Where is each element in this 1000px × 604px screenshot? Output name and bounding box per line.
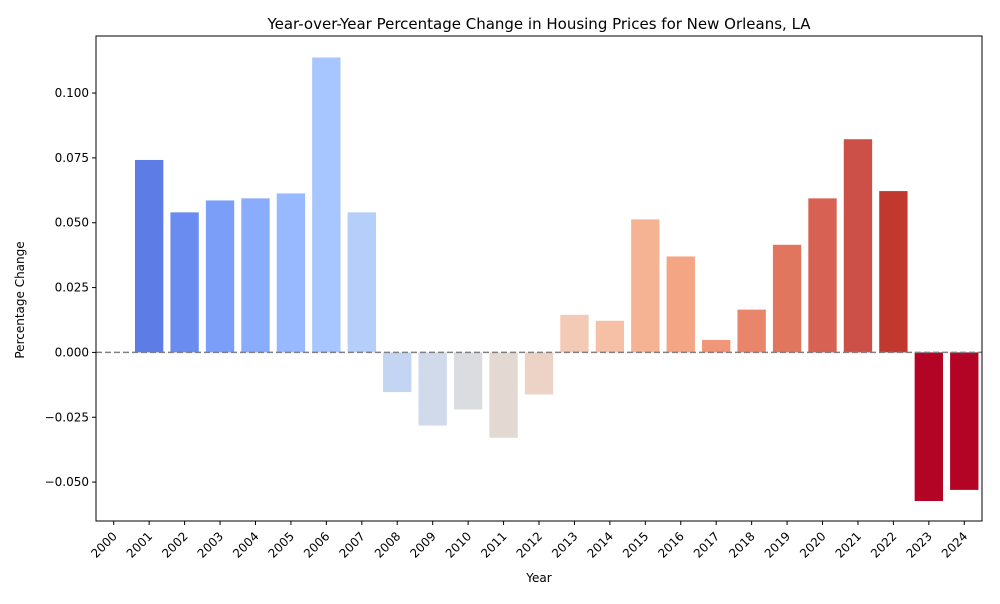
bar-2020 bbox=[808, 198, 837, 353]
bar-2007 bbox=[347, 212, 376, 353]
x-tick-label: 2014 bbox=[585, 529, 616, 560]
x-tick-label: 2012 bbox=[514, 529, 545, 560]
x-tick-label: 2019 bbox=[762, 529, 793, 560]
bar-2024 bbox=[950, 352, 979, 490]
bar-2017 bbox=[702, 339, 731, 353]
bar-2018 bbox=[737, 309, 766, 353]
y-tick-label: 0.100 bbox=[55, 86, 89, 100]
bar-2009 bbox=[418, 352, 447, 426]
bar-2010 bbox=[453, 352, 483, 410]
y-tick-label: 0.050 bbox=[55, 216, 89, 230]
x-tick-label: 2006 bbox=[301, 529, 332, 560]
y-tick-label: −0.025 bbox=[45, 410, 89, 424]
x-tick-label: 2002 bbox=[159, 529, 190, 560]
x-tick-label: 2010 bbox=[443, 529, 474, 560]
x-tick-label: 2015 bbox=[620, 529, 651, 560]
bar-2016 bbox=[666, 256, 695, 353]
x-tick-label: 2001 bbox=[124, 529, 155, 560]
x-tick-label: 2017 bbox=[691, 529, 722, 560]
bar-2006 bbox=[312, 57, 341, 353]
x-tick-label: 2018 bbox=[726, 529, 757, 560]
bar-2012 bbox=[524, 352, 554, 395]
x-tick-label: 2004 bbox=[230, 529, 261, 560]
x-tick-label: 2023 bbox=[903, 529, 934, 560]
x-tick-label: 2022 bbox=[868, 529, 899, 560]
bar-2003 bbox=[205, 200, 235, 353]
bar-2023 bbox=[914, 352, 944, 502]
x-tick-label: 2016 bbox=[655, 529, 686, 560]
bar-2019 bbox=[772, 244, 802, 353]
y-tick-label: 0.075 bbox=[55, 151, 89, 165]
x-tick-label: 2021 bbox=[833, 529, 864, 560]
x-axis-label: Year bbox=[525, 571, 551, 585]
bars-group bbox=[134, 57, 979, 502]
x-tick-label: 2024 bbox=[939, 529, 970, 560]
y-axis: −0.050 −0.025 0.000 0.025 0.050 0.075 0.100 bbox=[45, 86, 96, 489]
bar-2002 bbox=[170, 212, 199, 353]
bar-2001 bbox=[134, 159, 164, 353]
bar-2004 bbox=[241, 198, 270, 353]
y-tick-label: 0.025 bbox=[55, 281, 89, 295]
y-axis-label: Percentage Change bbox=[13, 241, 27, 358]
x-axis: 2000 2001 2002 2003 2004 2005 2006 2007 2008 2009… bbox=[88, 521, 970, 561]
x-tick-label: 2007 bbox=[336, 529, 367, 560]
x-tick-label: 2000 bbox=[88, 529, 119, 560]
bar-2022 bbox=[879, 191, 908, 353]
bar-2021 bbox=[843, 139, 873, 353]
y-tick-label: −0.050 bbox=[45, 475, 89, 489]
x-tick-label: 2003 bbox=[195, 529, 226, 560]
chart-title: Year-over-Year Percentage Change in Hous… bbox=[266, 15, 811, 33]
bar-2011 bbox=[489, 352, 518, 438]
x-tick-label: 2008 bbox=[372, 529, 403, 560]
x-tick-label: 2013 bbox=[549, 529, 580, 560]
bar-2005 bbox=[276, 193, 306, 353]
plot-frame bbox=[95, 35, 983, 522]
y-tick-label: 0.000 bbox=[55, 345, 89, 359]
bar-2015 bbox=[631, 219, 660, 353]
x-tick-label: 2020 bbox=[797, 529, 828, 560]
bar-2014 bbox=[595, 320, 625, 353]
bar-2008 bbox=[383, 352, 412, 393]
x-tick-label: 2009 bbox=[407, 529, 438, 560]
x-tick-label: 2011 bbox=[478, 529, 509, 560]
x-tick-label: 2005 bbox=[266, 529, 297, 560]
bar-2013 bbox=[560, 314, 589, 353]
